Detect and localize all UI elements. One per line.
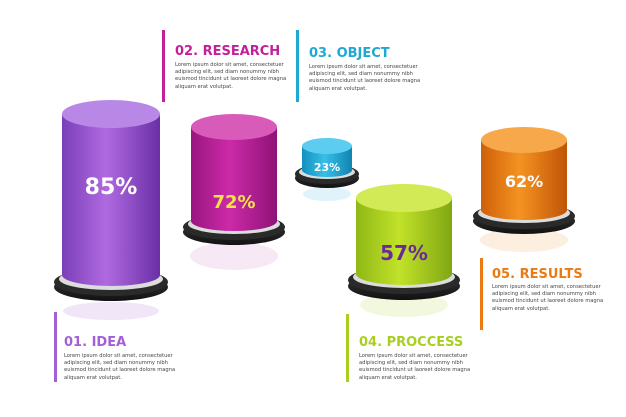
step-object-body: Lorem ipsum dolor sit amet, consectetuer… (309, 64, 421, 92)
cylinder-idea (54, 100, 168, 320)
step-research-title: 02. RESEARCH (175, 44, 280, 59)
cylinder-results (473, 127, 575, 252)
step-object-title: 03. OBJECT (309, 46, 390, 61)
accent-bar-idea (54, 312, 57, 382)
cylinder-research (183, 114, 285, 270)
cylinder-process (348, 184, 460, 317)
step-title: RESEARCH (202, 44, 281, 59)
accent-bar-results (480, 258, 483, 330)
value-object: 23% (314, 161, 340, 174)
accent-bar-process (346, 314, 349, 382)
step-title: PROCCESS (386, 335, 464, 350)
step-number: 03. (309, 46, 333, 61)
value-results: 62% (505, 172, 543, 191)
step-number: 04. (359, 335, 383, 350)
step-number: 02. (175, 44, 199, 59)
step-title: OBJECT (336, 46, 390, 61)
accent-bar-research (162, 30, 165, 102)
step-number: 05. (492, 267, 516, 282)
step-idea-title: 01. IDEA (64, 335, 126, 350)
step-idea-body: Lorem ipsum dolor sit amet, consectetuer… (64, 353, 176, 381)
value-research: 72% (212, 192, 255, 213)
value-idea: 85% (85, 175, 138, 200)
step-research-body: Lorem ipsum dolor sit amet, consectetuer… (175, 62, 287, 90)
step-process-body: Lorem ipsum dolor sit amet, consectetuer… (359, 353, 471, 381)
step-process-title: 04. PROCCESS (359, 335, 463, 350)
cylinder-object (295, 138, 359, 201)
accent-bar-object (296, 30, 299, 102)
step-results-title: 05. RESULTS (492, 267, 583, 282)
step-title: RESULTS (519, 267, 583, 282)
value-process: 57% (380, 241, 428, 265)
step-number: 01. (64, 335, 88, 350)
step-title: IDEA (91, 335, 127, 350)
step-results-body: Lorem ipsum dolor sit amet, consectetuer… (492, 284, 604, 312)
